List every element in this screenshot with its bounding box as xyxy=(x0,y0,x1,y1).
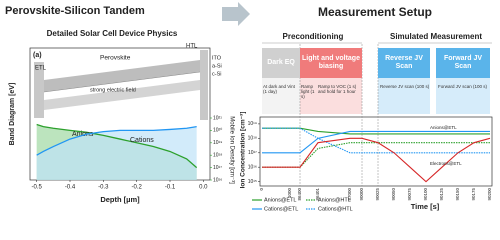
legend-label: Anions@ETL xyxy=(264,197,297,203)
legend-label: Cations@ETL xyxy=(264,206,298,212)
annotation: a-Si xyxy=(212,63,222,69)
annotation: c-Si xyxy=(212,71,221,77)
stage-body xyxy=(436,78,490,114)
x-tick-label: 87000 xyxy=(347,188,352,201)
line xyxy=(262,137,491,183)
stage-body xyxy=(378,78,430,114)
stage-box: Forward JV Scan xyxy=(436,48,490,78)
stage-note: At dark and Vint (1 day) xyxy=(263,84,295,94)
x-tick-label: 86400 xyxy=(297,188,302,201)
chart: Perovskite-Silicon Tandem Measurement Se… xyxy=(5,2,493,212)
x-tick-label: 1000 xyxy=(287,188,292,199)
area xyxy=(36,126,197,180)
x-tick-label: 90000 xyxy=(359,188,364,201)
plot-frame xyxy=(259,116,493,187)
x-tick-label: 90100 xyxy=(423,188,428,201)
right-title: Measurement Setup xyxy=(318,5,432,19)
x-tick-label: 0.0 xyxy=(199,185,208,191)
group-label: Preconditioning xyxy=(283,32,344,41)
x-tick-label: 86401 xyxy=(315,188,320,201)
x-axis-label: Time [s] xyxy=(411,202,440,211)
y2-axis-label: Mobile Ion Density [cm⁻³] xyxy=(228,116,234,184)
line xyxy=(36,123,198,169)
x-tick-label: 90125 xyxy=(439,188,444,201)
stage-body xyxy=(262,78,300,114)
stage-note: Ramp to VOC (1 s) and hold for 1 hour xyxy=(318,84,357,94)
y-tick-label: 10¹⁸ xyxy=(248,136,257,142)
chart-title: Detailed Solar Cell Device Physics xyxy=(47,29,178,38)
stage-box: Dark EQ xyxy=(262,48,300,78)
annotation: Perovskite xyxy=(100,55,131,62)
x-tick-label: 90175 xyxy=(471,188,476,201)
stage-note: Forward JV scan (100 s) xyxy=(438,84,488,89)
y-tick-label: 10¹⁶ xyxy=(248,165,257,171)
y-tick-label: 10¹⁵ xyxy=(248,179,257,185)
band-diagram xyxy=(34,50,208,120)
arrow xyxy=(222,2,250,26)
y2-tick-label: 10²¹ xyxy=(213,115,222,121)
stage-note: Ramp light (1 s) xyxy=(301,84,315,99)
stage-note: Reverse JV scan (100 s) xyxy=(380,84,430,89)
legend-label: Anions@HTL xyxy=(318,197,351,203)
y2-tick-label: 10²⁰ xyxy=(213,128,222,134)
stage-box: Reverse JV Scan xyxy=(378,48,430,78)
y2-tick-label: 10¹⁸ xyxy=(213,153,222,159)
x-tick-label: -0.3 xyxy=(98,185,109,191)
series-annotation: Electrons@ETL xyxy=(430,161,462,166)
figure: Perovskite-Silicon Tandem Measurement Se… xyxy=(5,2,493,213)
y-axis-label: Band Diagram [eV] xyxy=(9,83,16,146)
panel-label: (a) xyxy=(33,52,42,59)
y-tick-label: 10¹⁷ xyxy=(248,150,257,156)
y-axis-label: Ion Concentration [cm⁻³] xyxy=(240,112,247,189)
x-tick-label: 90025 xyxy=(375,188,380,201)
left-title: Perovskite-Silicon Tandem xyxy=(5,5,145,17)
line xyxy=(36,126,197,156)
y2-tick-label: 10¹⁷ xyxy=(213,165,222,171)
series-label: Anions xyxy=(72,131,94,138)
y2-tick-label: 10¹⁹ xyxy=(213,140,222,146)
legend-label: Cations@HTL xyxy=(318,206,353,212)
annotation: ETL xyxy=(35,66,47,72)
series-annotation: Anions@ETL xyxy=(430,125,457,130)
line xyxy=(262,127,490,154)
line xyxy=(262,142,490,168)
x-tick-label: -0.2 xyxy=(131,185,142,191)
x-tick-label: 90200 xyxy=(487,188,492,201)
line xyxy=(262,127,490,135)
x-tick-label: 90075 xyxy=(407,188,412,201)
x-tick-label: -0.5 xyxy=(31,185,42,191)
y2-tick-label: 10¹⁶ xyxy=(213,177,222,183)
annotation: strong electric field xyxy=(90,87,136,93)
x-tick-label: 90150 xyxy=(455,188,460,201)
stage-body xyxy=(300,78,362,114)
x-axis-label: Depth [µm] xyxy=(100,195,140,204)
x-tick-label: -0.1 xyxy=(165,185,176,191)
stage-box: Light and voltage biasing xyxy=(300,48,362,78)
line xyxy=(262,130,490,154)
x-tick-label: -0.4 xyxy=(65,185,76,191)
annotation: ITO xyxy=(212,55,222,61)
x-tick-label: 90050 xyxy=(391,188,396,201)
annotation: HTL xyxy=(186,44,198,50)
series-label: Cations xyxy=(130,137,154,144)
group-label: Simulated Measurement xyxy=(390,32,482,41)
y-tick-label: 10¹⁹ xyxy=(248,121,257,127)
x-tick-label: 0 xyxy=(259,188,264,191)
